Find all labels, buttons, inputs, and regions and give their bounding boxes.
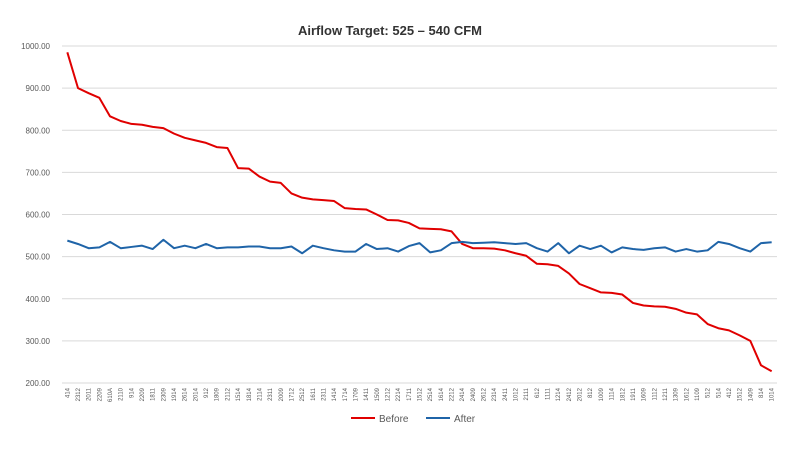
x-tick-label: 1014 [770,387,776,401]
x-tick-label: 1109 [695,387,701,401]
x-tick-label: 2011 [87,387,93,401]
x-tick-label: 1509 [375,387,381,401]
x-tick-label: 1012 [514,387,520,401]
x-tick-label: 1809 [215,387,221,401]
x-tick-label: 2309 [161,387,167,401]
y-tick-label: 1000.00 [21,42,50,51]
x-tick-label: 1812 [620,387,626,401]
x-tick-label: 814 [759,387,765,398]
x-tick-label: 512 [706,387,712,398]
x-tick-label: 2012 [578,387,584,401]
x-tick-label: 1612 [684,387,690,401]
x-tick-label: 1614 [439,387,445,401]
x-tick-label: 1111 [546,387,552,400]
x-tick-label: 2311 [321,387,327,401]
x-tick-label: 1609 [642,387,648,401]
x-tick-label: 2110 [119,387,125,401]
x-tick-label: 514 [716,387,722,398]
x-tick-label: 1512 [418,387,424,401]
x-tick-label: 1814 [247,387,253,401]
y-tick-label: 700.00 [26,168,51,177]
x-tick-label: 2311 [268,387,274,401]
y-tick-label: 300.00 [26,337,51,346]
x-tick-label: 1114 [610,387,616,400]
x-tick-label: 1714 [343,387,349,401]
x-tick-label: 2614 [183,387,189,401]
x-tick-label: 2111 [524,387,530,400]
x-tick-label: 1214 [556,387,562,401]
y-tick-label: 200.00 [26,379,51,388]
x-tick-label: 2512 [300,387,306,401]
x-tick-label: 1309 [674,387,680,401]
x-tick-label: 2209 [97,387,103,401]
x-tick-label: 1112 [652,387,658,400]
x-tick-label: 1411 [364,387,370,401]
x-tick-label: 2411 [503,387,509,401]
line-series [66,52,773,373]
x-tick-label: 2112 [225,387,231,401]
x-tick-label: 1409 [748,387,754,401]
legend-label: After [454,414,476,425]
y-tick-label: 600.00 [26,211,51,220]
x-tick-label: 610A [108,388,114,402]
y-tick-label: 500.00 [26,253,51,262]
x-tick-label: 1211 [663,387,669,401]
x-tick-label: 2114 [257,387,263,401]
x-tick-label: 1212 [385,387,391,401]
chart-title: Airflow Target: 525 – 540 CFM [298,23,482,38]
x-tick-label: 1911 [631,387,637,401]
y-tick-label: 800.00 [26,126,51,135]
x-tick-label: 2414 [460,387,466,401]
x-tick-label: 1514 [236,387,242,401]
line-series [67,238,772,255]
x-tick-label: 2212 [450,387,456,401]
y-tick-label: 900.00 [26,84,51,93]
x-tick-label: 2612 [482,387,488,401]
x-tick-label: 412 [727,387,733,398]
x-tick-label: 2312 [76,387,82,401]
x-tick-label: 2514 [428,387,434,401]
x-tick-label: 1009 [599,387,605,401]
x-tick-label: 612 [535,387,541,398]
x-tick-label: 2214 [396,387,402,401]
y-tick-label: 400.00 [26,295,51,304]
x-tick-label: 414 [65,387,71,398]
x-tick-label: 2209 [140,387,146,401]
x-tick-label: 2009 [279,387,285,401]
x-tick-label: 2314 [492,387,498,401]
x-tick-label: 2412 [567,387,573,401]
x-tick-label: 914 [129,387,135,398]
x-tick-label: 1512 [738,387,744,401]
x-tick-label: 1709 [353,387,359,401]
x-tick-label: 2014 [193,387,199,401]
x-tick-label: 912 [204,387,210,398]
x-tick-label: 1711 [407,387,413,401]
legend-label: Before [379,414,409,425]
x-tick-label: 1914 [172,387,178,401]
x-tick-label: 2409 [471,387,477,401]
x-tick-label: 812 [588,387,594,398]
x-tick-label: 1611 [311,387,317,401]
x-tick-label: 1811 [151,387,157,401]
x-tick-label: 1414 [332,387,338,401]
x-tick-label: 1712 [289,387,295,401]
